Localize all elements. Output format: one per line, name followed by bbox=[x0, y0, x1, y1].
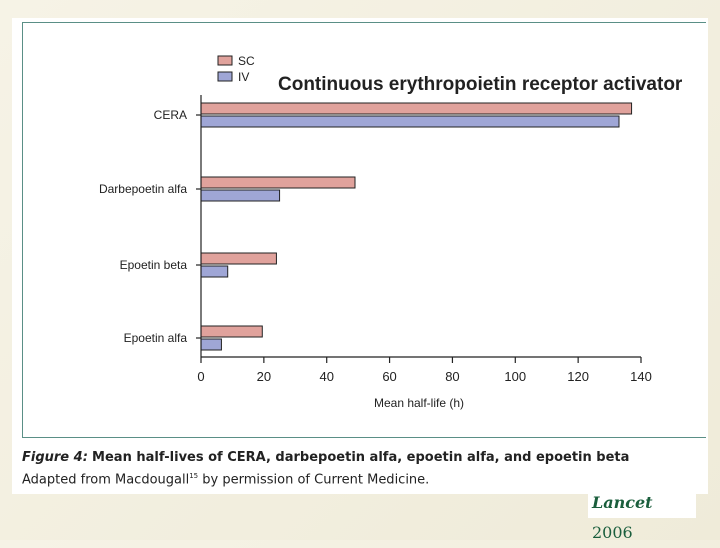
bar-sc-epoetin-alfa bbox=[200, 325, 263, 338]
bar-iv-darbepoetin-alfa bbox=[200, 189, 281, 202]
x-tick-label: 0 bbox=[197, 369, 204, 384]
caption-credit-line: Adapted from Macdougall15 by permission … bbox=[22, 467, 702, 489]
legend-label-sc: SC bbox=[238, 54, 255, 68]
legend-swatch-iv bbox=[217, 71, 233, 82]
chart-axes: 0 20 40 60 80 100 120 140 bbox=[196, 95, 652, 384]
x-tick-label: 80 bbox=[445, 369, 459, 384]
bar-iv-cera bbox=[200, 115, 620, 128]
bar-chart: SC IV Continuous erythropoietin receptor … bbox=[99, 54, 683, 410]
legend-label-iv: IV bbox=[238, 70, 249, 84]
caption-label: Figure 4: bbox=[22, 450, 88, 465]
category-label: Epoetin alfa bbox=[124, 331, 188, 345]
category-label: Epoetin beta bbox=[120, 258, 188, 272]
lancet-logo: Lancet 2006 bbox=[588, 488, 696, 542]
caption-title-line: Figure 4: Mean half-lives of CERA, darbe… bbox=[22, 448, 702, 467]
figure-frame bbox=[22, 22, 706, 438]
caption-credit-end: by permission of Current Medicine. bbox=[198, 472, 430, 488]
category-label: Darbepoetin alfa bbox=[99, 182, 187, 196]
chart-bars: CERA Darbepoetin alfa Epoetin beta Epoetin … bbox=[99, 102, 633, 351]
chart-title: Continuous erythropoietin receptor activ… bbox=[278, 74, 683, 95]
legend-swatch-sc bbox=[217, 55, 233, 66]
x-tick-label: 140 bbox=[630, 369, 652, 384]
chart-legend: SC IV bbox=[217, 54, 255, 84]
logo-year: 2006 bbox=[592, 523, 633, 542]
x-tick-label: 20 bbox=[257, 369, 271, 384]
figure-caption: Figure 4: Mean half-lives of CERA, darbe… bbox=[22, 448, 702, 489]
x-tick-label: 120 bbox=[567, 369, 589, 384]
bar-iv-epoetin-alfa bbox=[200, 338, 222, 351]
x-tick-label: 40 bbox=[319, 369, 333, 384]
bar-sc-cera bbox=[200, 102, 633, 115]
category-label: CERA bbox=[154, 108, 187, 122]
bar-sc-epoetin-beta bbox=[200, 252, 277, 265]
bar-sc-darbepoetin-alfa bbox=[200, 176, 356, 189]
caption-credit: Adapted from Macdougall bbox=[22, 472, 190, 488]
caption-reference: 15 bbox=[189, 472, 199, 480]
x-tick-label: 60 bbox=[382, 369, 396, 384]
x-axis-label: Mean half-life (h) bbox=[374, 396, 464, 410]
bar-iv-epoetin-beta bbox=[200, 265, 229, 278]
logo-brand: Lancet bbox=[592, 493, 653, 512]
x-tick-label: 100 bbox=[504, 369, 526, 384]
caption-title: Mean half-lives of CERA, darbepoetin alf… bbox=[92, 450, 630, 465]
